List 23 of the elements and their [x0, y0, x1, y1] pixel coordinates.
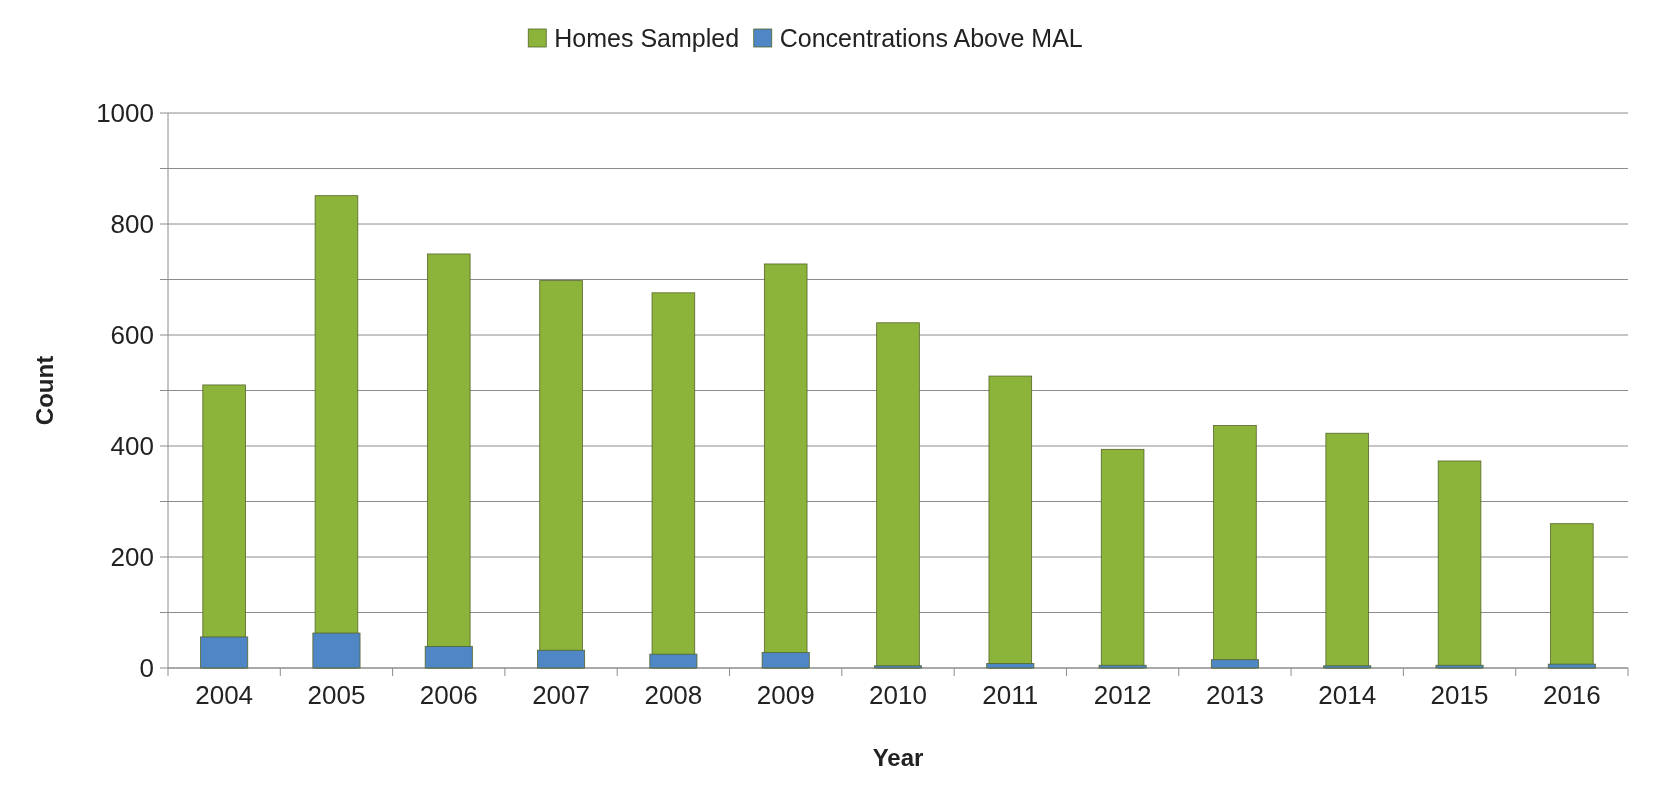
- x-tick-label: 2007: [532, 680, 590, 710]
- y-tick-label: 0: [139, 653, 154, 684]
- x-tick-label: 2009: [756, 680, 815, 710]
- x-tick-label: 2011: [982, 680, 1039, 710]
- x-tick-label: 2008: [644, 680, 703, 710]
- x-tick-label: 2010: [869, 680, 927, 710]
- y-tick-label: 400: [110, 431, 154, 462]
- x-tick-label: 2012: [1093, 680, 1152, 710]
- y-tick-label: 1000: [96, 98, 154, 129]
- legend-label: Concentrations Above MAL: [779, 23, 1083, 52]
- x-tick-label: 2005: [307, 680, 366, 710]
- y-tick-label: 200: [110, 542, 154, 573]
- legend-label: Homes Sampled: [554, 23, 740, 52]
- y-axis-title: Count: [31, 355, 58, 426]
- y-tick-label: 800: [110, 209, 154, 240]
- y-tick-label: 600: [110, 320, 154, 351]
- x-tick-label: 2014: [1318, 680, 1377, 710]
- x-tick-label: 2016: [1542, 680, 1601, 710]
- x-axis-title: Year: [872, 744, 924, 771]
- x-tick-label: 2015: [1430, 680, 1489, 710]
- x-tick-label: 2013: [1206, 680, 1264, 710]
- x-tick-label: 2006: [419, 680, 478, 710]
- x-tick-label: 2004: [195, 680, 254, 710]
